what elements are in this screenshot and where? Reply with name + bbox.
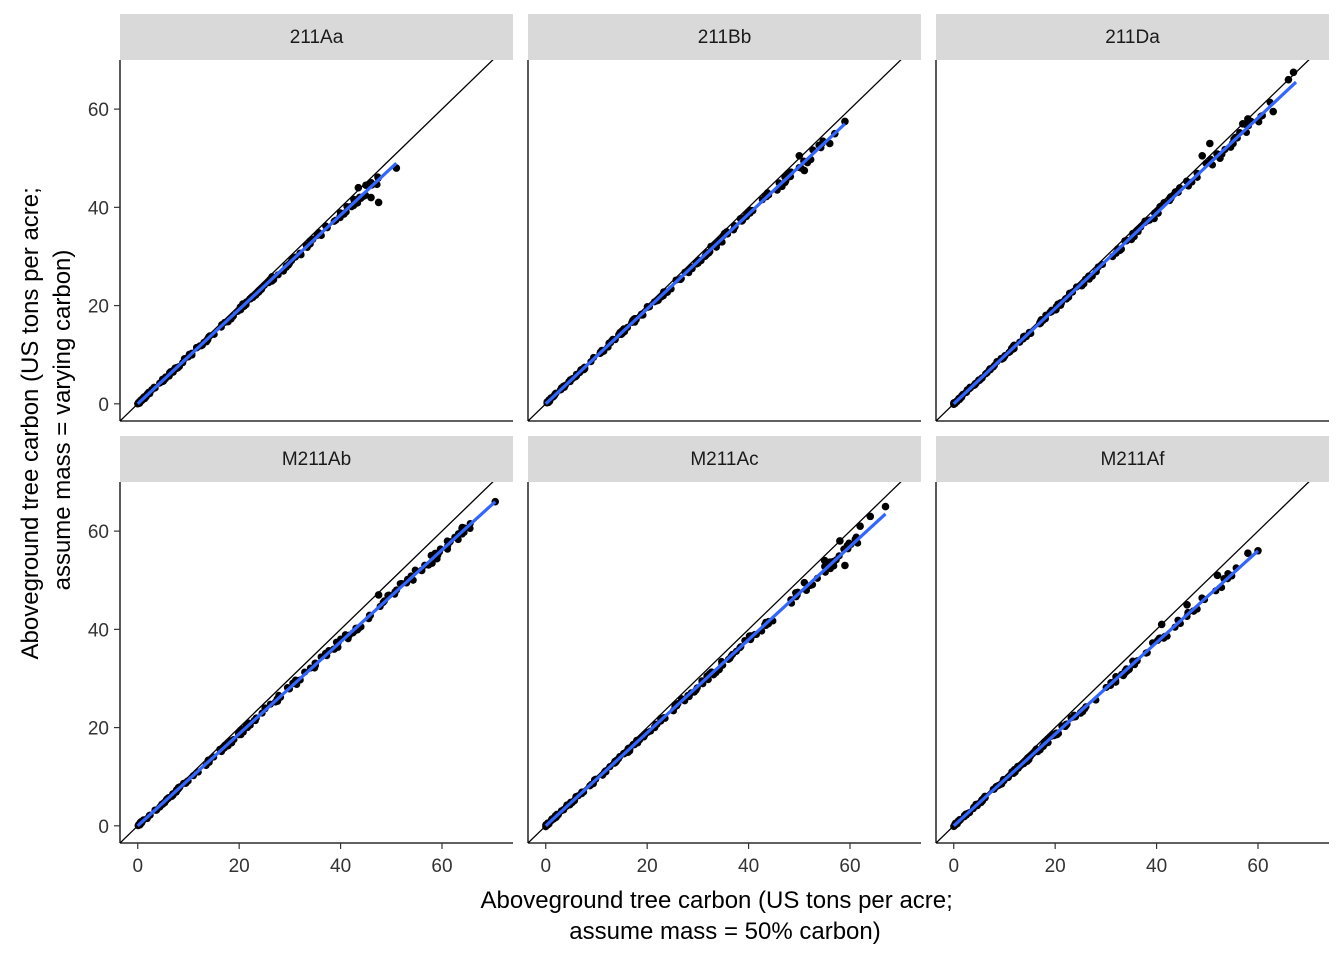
data-point: [1157, 620, 1166, 629]
data-point: [836, 537, 844, 545]
data-point: [1198, 151, 1207, 160]
facet-strip: [936, 14, 1329, 60]
x-tick-label: 40: [330, 856, 351, 877]
data-point: [1289, 68, 1298, 77]
panel-plot-area: [528, 482, 902, 843]
y-tick-label: 40: [88, 198, 109, 219]
axis-titles: Aboveground tree carbon (US tons per acr…: [17, 181, 960, 945]
x-tick-label: 20: [229, 856, 250, 877]
x-tick-label: 0: [132, 856, 143, 877]
facet-panel-211Da: 211Da: [935, 14, 1329, 422]
data-point: [354, 183, 363, 192]
facet-panel-211Aa: 211Aa 0 20 40 60: [88, 14, 513, 422]
panel-plot-area: [528, 60, 902, 421]
facet-strip-label: M211Ac: [690, 449, 758, 470]
y-tick-label: 40: [88, 620, 109, 641]
facet-strip-label: 211Aa: [290, 27, 344, 48]
facet-strip: [120, 436, 513, 482]
x-tick-label: 60: [1247, 856, 1268, 877]
data-point: [881, 502, 890, 511]
fit-line: [136, 161, 398, 405]
y-tick-label: 60: [88, 522, 109, 543]
facet-strip-label: M211Af: [1100, 449, 1165, 470]
facet-panel-M211Ab: M211Ab 0 20 40 60 0 20 40 60: [88, 436, 513, 877]
facet-strip: [528, 14, 921, 60]
facet-strip-label: 211Bb: [698, 27, 752, 48]
facet-strip: [528, 436, 921, 482]
data-point: [866, 512, 875, 521]
fit-line: [136, 500, 497, 827]
panel-plot-area: [936, 60, 1310, 421]
x-tick-label: 0: [540, 856, 551, 877]
data-point: [362, 181, 370, 190]
facet-strip-label: 211Da: [1105, 27, 1160, 48]
y-axis-title: Aboveground tree carbon (US tons per acr…: [17, 181, 76, 660]
facet-strip-label: M211Ab: [282, 449, 351, 470]
panel-plot-area: [936, 482, 1310, 843]
x-tick-label: 20: [1045, 856, 1066, 877]
data-point: [820, 556, 829, 565]
data-point: [1284, 75, 1293, 84]
panel-plot-area: [120, 60, 494, 421]
fit-line: [544, 512, 887, 827]
facet-panel-M211Af: M211Af 0 20 40 60: [935, 436, 1329, 877]
y-tick-label: 20: [88, 297, 109, 318]
x-tick-label: 40: [1146, 856, 1167, 877]
data-point: [1269, 107, 1278, 116]
data-point: [856, 522, 864, 531]
data-point: [374, 198, 383, 207]
data-point: [1244, 115, 1252, 123]
fit-line: [952, 549, 1260, 827]
data-point: [1213, 571, 1222, 580]
data-point: [1238, 120, 1247, 128]
data-point: [841, 117, 849, 126]
x-tick-label: 60: [839, 856, 860, 877]
x-tick-label: 0: [948, 856, 959, 877]
x-axis-title-line-2: assume mass = 50% carbon): [569, 918, 880, 945]
x-tick-label: 20: [637, 856, 658, 877]
fit-line: [544, 122, 847, 405]
x-axis-title: Aboveground tree carbon (US tons per acr…: [481, 887, 960, 945]
facet-panel-211Bb: 211Bb: [527, 14, 921, 422]
facet-panel-M211Ac: M211Ac 0 20 40 60: [527, 436, 921, 877]
data-point: [1206, 139, 1214, 148]
data-point: [795, 151, 804, 160]
facet-strip: [120, 14, 513, 60]
data-point: [367, 193, 375, 202]
fit-line: [952, 80, 1298, 405]
data-point: [1183, 600, 1191, 609]
y-tick-label: 0: [98, 395, 109, 416]
data-point: [841, 561, 849, 570]
x-axis-title-line-1: Aboveground tree carbon (US tons per acr…: [481, 887, 953, 914]
y-axis-title-line-2: assume mass = varying carbon): [49, 250, 76, 591]
panels-layer: 211Aa 0 20 40 60 211Bb 211Da M211Ab 0 20 40 60 0 20 40…: [88, 14, 1329, 877]
x-tick-label: 60: [431, 856, 452, 877]
data-point: [800, 166, 809, 175]
facet-strip: [936, 436, 1329, 482]
y-tick-label: 0: [98, 817, 109, 838]
y-tick-label: 20: [88, 719, 109, 740]
data-point: [1244, 549, 1252, 558]
y-tick-label: 60: [88, 100, 109, 121]
data-point: [374, 591, 383, 599]
y-axis-title-line-1: Aboveground tree carbon (US tons per acr…: [17, 187, 44, 659]
x-tick-label: 40: [738, 856, 759, 877]
panel-plot-area: [120, 482, 500, 843]
